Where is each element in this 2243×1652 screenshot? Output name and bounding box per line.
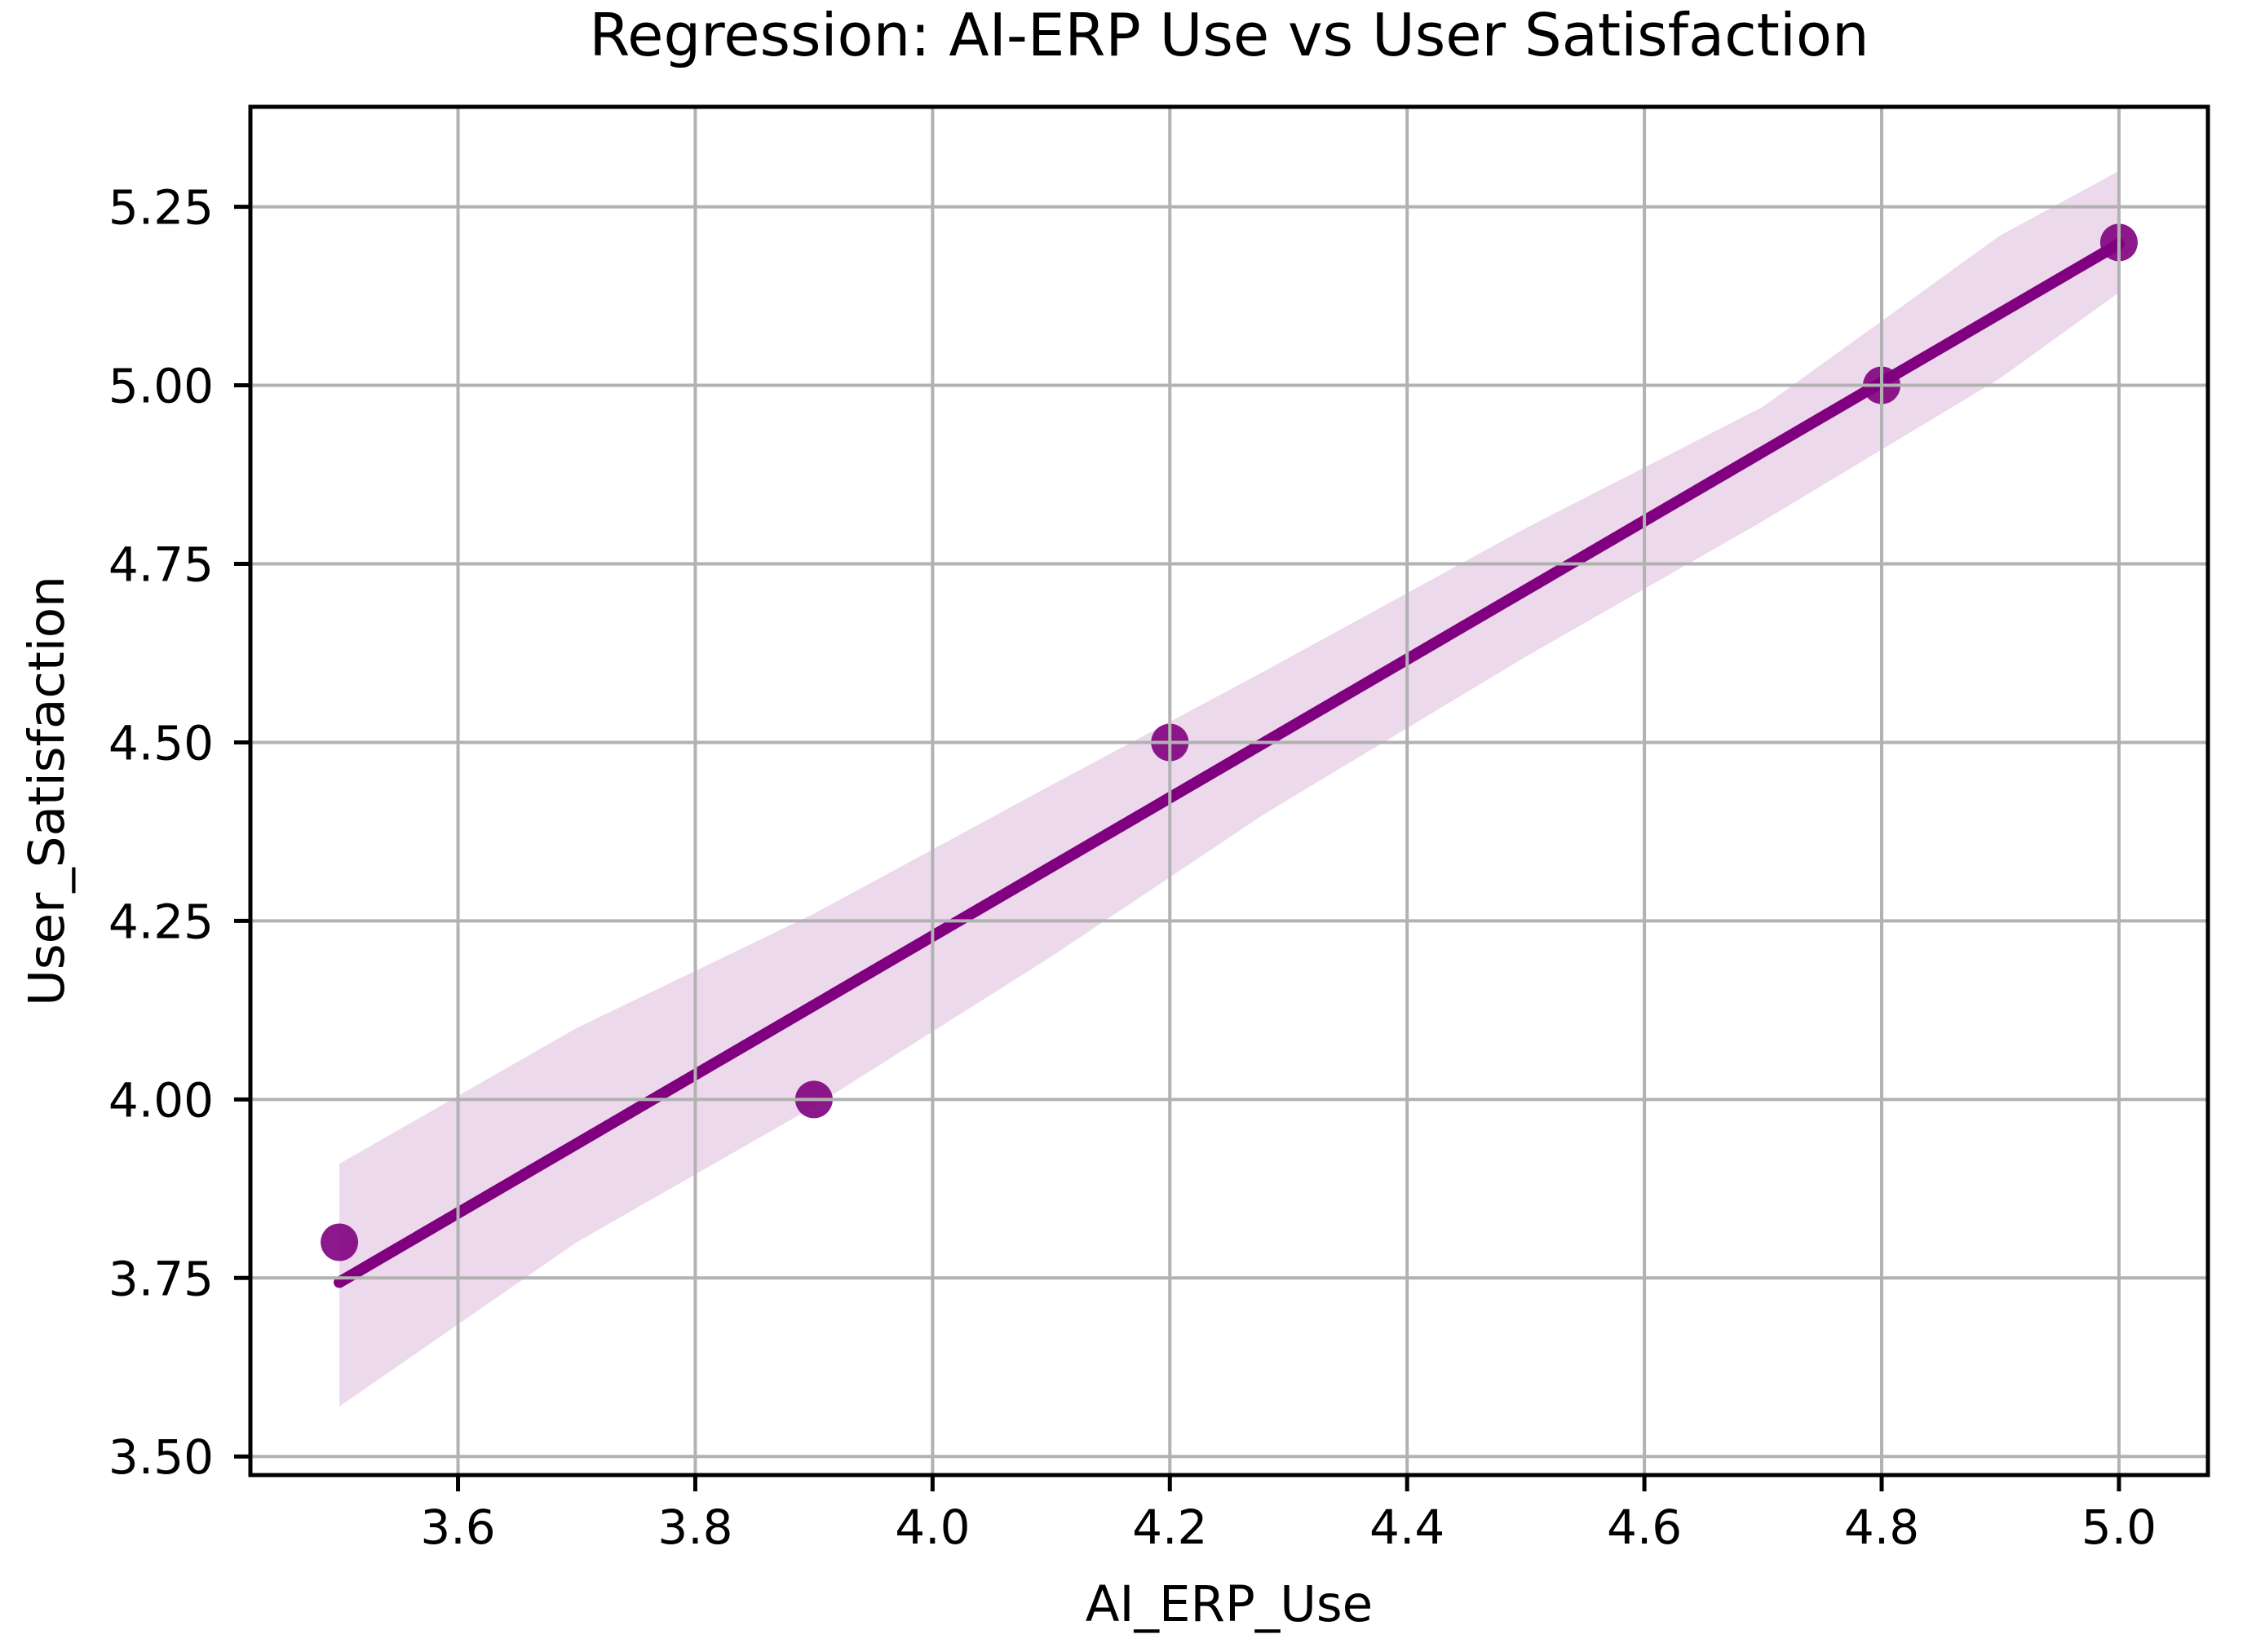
x-tick-label: 4.8	[1844, 1500, 1919, 1555]
y-tick-label: 5.00	[108, 359, 214, 414]
x-tick-label: 3.8	[657, 1500, 732, 1555]
x-axis-label: AI_ERP_Use	[1086, 1575, 1373, 1633]
x-tick-label: 3.6	[420, 1500, 495, 1555]
y-axis-label: User_Satisfaction	[18, 576, 76, 1006]
y-tick-label: 4.25	[108, 894, 214, 949]
data-point	[321, 1223, 359, 1261]
chart-title: Regression: AI-ERP Use vs User Satisfact…	[589, 1, 1869, 69]
x-tick-label: 4.4	[1369, 1500, 1444, 1555]
plot-border	[248, 104, 2210, 1478]
x-tick-label: 5.0	[2082, 1500, 2157, 1555]
y-tick-label: 4.50	[108, 715, 214, 771]
y-tick-label: 5.25	[108, 180, 214, 236]
confidence-band	[339, 170, 2119, 1407]
y-tick-label: 4.00	[108, 1072, 214, 1128]
y-tick-label: 3.50	[108, 1429, 214, 1485]
x-tick-label: 4.2	[1132, 1500, 1207, 1555]
x-tick-label: 4.6	[1607, 1500, 1682, 1555]
regression-line	[334, 238, 2125, 1288]
x-tick-label: 4.0	[895, 1500, 970, 1555]
y-tick-label: 3.75	[108, 1251, 214, 1306]
y-tick-label: 4.75	[108, 537, 214, 593]
